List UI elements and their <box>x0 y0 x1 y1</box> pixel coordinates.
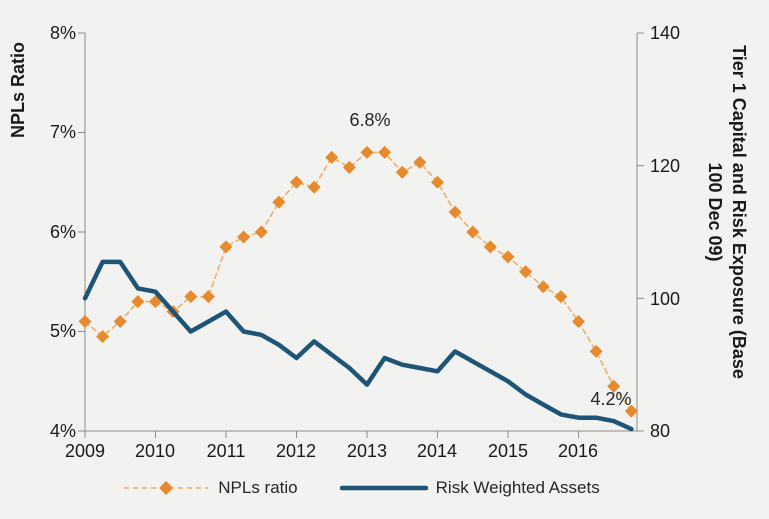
y-axis-right-title-line1: Tier 1 Capital and Risk Exposure (Base <box>729 45 749 379</box>
ytick-right-140: 140 <box>650 23 681 43</box>
ytick-left-6: 6% <box>49 222 76 242</box>
y-axis-right-title-line2: 100 Dec 09) <box>705 162 725 262</box>
annotation-end-value: 4.2% <box>590 389 632 409</box>
ytick-left-8: 8% <box>49 23 76 43</box>
xtick-2009: 2009 <box>64 441 106 461</box>
ytick-right-80: 80 <box>650 421 671 441</box>
legend-entry-risk-weighted-assets: Risk Weighted Assets <box>339 478 600 498</box>
xtick-2011: 2011 <box>206 441 246 461</box>
ytick-right-120: 120 <box>650 156 681 176</box>
xtick-2016: 2016 <box>557 441 599 461</box>
y-axis-left-title: NPLs Ratio <box>8 42 28 139</box>
ytick-left-4: 4% <box>49 421 76 441</box>
solid-line-marker-icon <box>339 485 428 491</box>
y-axis-right-title: Tier 1 Capital and Risk Exposure (Base 1… <box>703 2 751 422</box>
ytick-left-7: 7% <box>49 122 76 142</box>
xtick-2015: 2015 <box>487 441 529 461</box>
ytick-right-100: 100 <box>650 289 681 309</box>
xtick-2012: 2012 <box>275 441 317 461</box>
legend-entry-npls-ratio: NPLs ratio <box>122 478 298 498</box>
xtick-2014: 2014 <box>416 441 458 461</box>
dashed-diamond-marker-icon <box>124 481 209 495</box>
legend-label-npls-ratio: NPLs ratio <box>218 478 298 497</box>
xtick-2010: 2010 <box>134 441 176 461</box>
ytick-left-5: 5% <box>49 321 76 341</box>
legend: NPLs ratio Risk Weighted Assets <box>85 478 637 498</box>
xtick-2013: 2013 <box>346 441 388 461</box>
legend-label-risk-weighted-assets: Risk Weighted Assets <box>435 478 600 497</box>
annotation-peak-value: 6.8% <box>349 110 391 130</box>
